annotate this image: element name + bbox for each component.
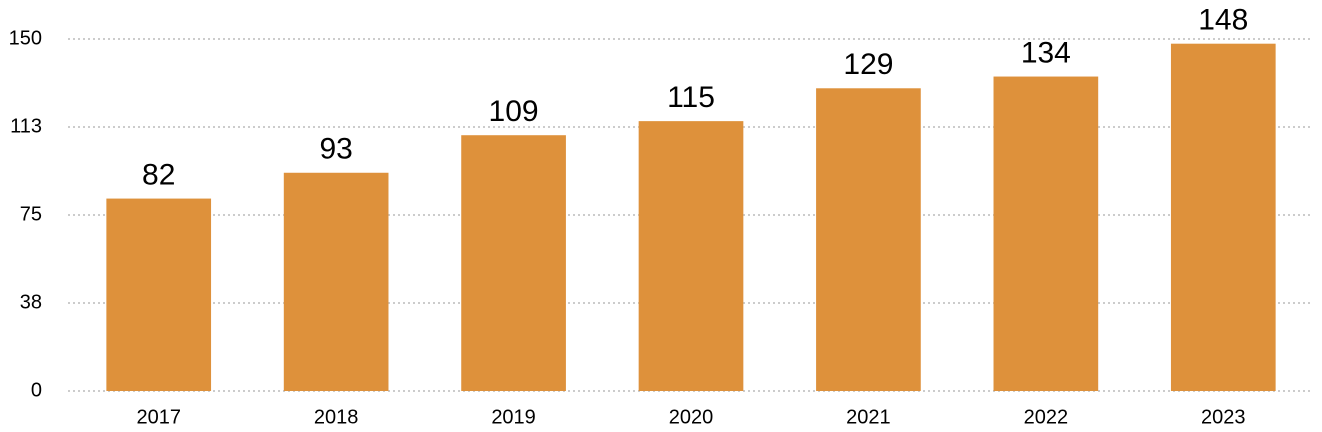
value-label: 148	[1198, 4, 1248, 37]
value-label: 82	[142, 158, 175, 191]
x-tick-label: 2022	[1024, 406, 1069, 428]
y-tick-label: 113	[10, 115, 42, 137]
bar	[816, 88, 921, 391]
bar	[993, 76, 1099, 392]
x-tick-label: 2018	[314, 406, 359, 428]
bar	[106, 198, 212, 391]
value-label: 134	[1021, 36, 1071, 69]
x-tick-label: 2019	[491, 406, 536, 428]
x-tick-label: 2021	[846, 406, 891, 428]
x-tick-label: 2020	[669, 406, 714, 428]
x-tick-label: 2023	[1201, 406, 1246, 428]
x-tick-label: 2017	[136, 406, 181, 428]
y-tick-label: 150	[9, 27, 42, 49]
bar	[638, 121, 744, 391]
y-tick-label: 38	[20, 291, 42, 313]
value-label: 129	[843, 48, 893, 81]
value-label: 109	[489, 95, 539, 128]
y-tick-label: 75	[20, 203, 42, 225]
value-label: 93	[319, 133, 352, 166]
value-label: 115	[667, 81, 715, 114]
bar	[283, 172, 389, 391]
y-tick-label: 0	[31, 379, 42, 401]
bar	[461, 135, 566, 391]
bar	[1170, 43, 1276, 392]
